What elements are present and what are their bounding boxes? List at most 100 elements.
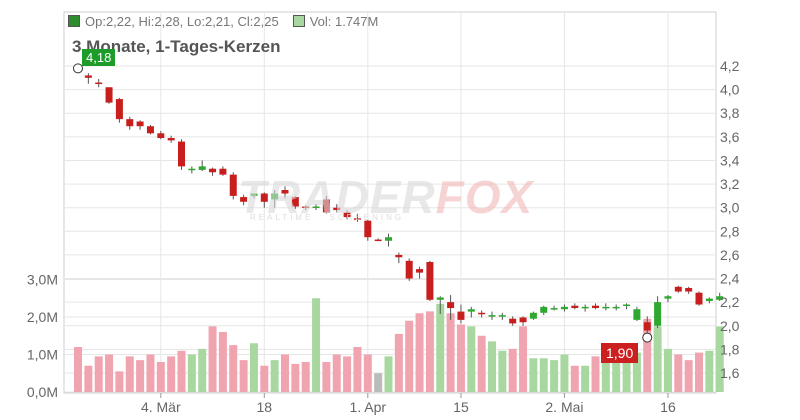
volume-bar [415,313,424,392]
volume-bar [136,360,145,392]
volume-bar [684,360,693,392]
candle-body [188,168,196,171]
volume-bar [550,360,559,392]
volume-bar [84,365,93,392]
price-tick-label: 3,8 [720,105,740,121]
candle-body [457,311,465,320]
volume-tick-label: 0,0M [27,384,58,400]
volume-bar [218,332,227,392]
volume-bar [570,365,579,392]
volume-bar [125,356,134,392]
volume-bar [343,356,352,392]
candle-body [281,189,289,194]
candle-body [633,309,641,320]
low-price-badge: 1,90 [601,343,639,363]
candle-body [178,141,185,167]
volume-bar [715,326,724,392]
watermark-logo: TRADERFOX [238,170,533,224]
volume-bar [405,320,414,392]
candle-body [581,306,589,309]
volume-tick-label: 2,0M [27,309,58,325]
time-tick-label: 2. Mai [545,399,583,415]
candle-body [592,305,599,309]
candle-body [426,262,434,300]
candle-body [560,306,568,310]
candle-body [240,197,248,202]
price-tick-label: 3,2 [720,176,740,192]
volume-bar [612,350,621,392]
candle-body [84,75,92,78]
volume-bar [695,352,703,392]
candle-body [571,305,579,309]
price-axis: 4,2 4,0 3,8 3,6 3,4 3,2 3,0 2,8 2,6 2,4 2,2 2,0 1,8 1… [720,58,740,381]
volume-bar [94,356,103,392]
candle-body [364,220,372,238]
volume-bar [425,311,434,392]
candle-body [271,193,279,200]
candle-body [540,306,548,313]
candle-body [716,296,724,300]
price-tick-label: 2,8 [720,223,740,239]
volume-bar [663,348,672,392]
candle-body [705,298,713,301]
time-tick-label: 4. Mär [141,399,181,415]
candle-body [126,119,134,127]
candle-body [529,312,537,319]
candle-body [229,174,237,196]
candle-body [416,269,424,273]
volume-bars [74,298,724,392]
volume-bar [146,354,155,392]
volume-bar [374,373,383,392]
candle-body [333,207,341,211]
volume-bar [312,298,321,392]
volume-bar [622,354,631,392]
candle-body [685,287,693,292]
candle-body [291,197,299,207]
candle-body [146,126,154,134]
watermark-tagline: REALTIME · SCREENING [250,213,405,222]
volume-bar [270,360,279,392]
volume-bar [705,350,714,392]
candle-body [395,254,403,258]
candle-body [209,168,217,173]
volume-bar [456,324,465,392]
volume-bar [177,350,186,392]
volume-bar [591,356,600,392]
volume-bar [446,313,455,392]
candle-body [550,308,558,310]
volume-bar [643,318,652,392]
price-tick-label: 2,4 [720,271,740,287]
volume-bar [322,362,331,392]
volume-bar [281,354,289,392]
price-tick-label: 1,8 [720,341,740,357]
candle-body [436,297,444,300]
candle-body [374,239,382,242]
time-tick-label: 1. Apr [350,399,387,415]
time-tick-label: 18 [257,399,273,415]
price-tick-label: 2,2 [720,294,740,310]
volume-bar [239,360,248,392]
volume-bar [384,356,393,392]
high-price-badge: 4,18 [82,49,116,66]
volume-bar [208,326,217,392]
volume-axis: 3,0M 2,0M 1,0M 0,0M [27,272,58,401]
volume-bar [539,358,548,392]
volume-bar [467,326,476,392]
candle-body [447,302,455,309]
watermark-main: TRADER [238,171,436,223]
candle-body [643,322,651,331]
candle-body [478,312,486,315]
candle-body [115,99,123,120]
candle-body [602,306,610,309]
candle-body [250,193,258,196]
price-tick-label: 4,2 [720,58,740,74]
volume-bar [560,354,569,392]
candle-body [198,166,206,170]
candle-body [612,306,620,309]
candle-body [654,302,662,326]
ohlc-swatch-icon [68,15,80,27]
volume-bar [229,345,238,392]
price-tick-label: 3,6 [720,129,740,145]
time-tick-label: 15 [453,399,469,415]
candle-body [623,304,631,307]
